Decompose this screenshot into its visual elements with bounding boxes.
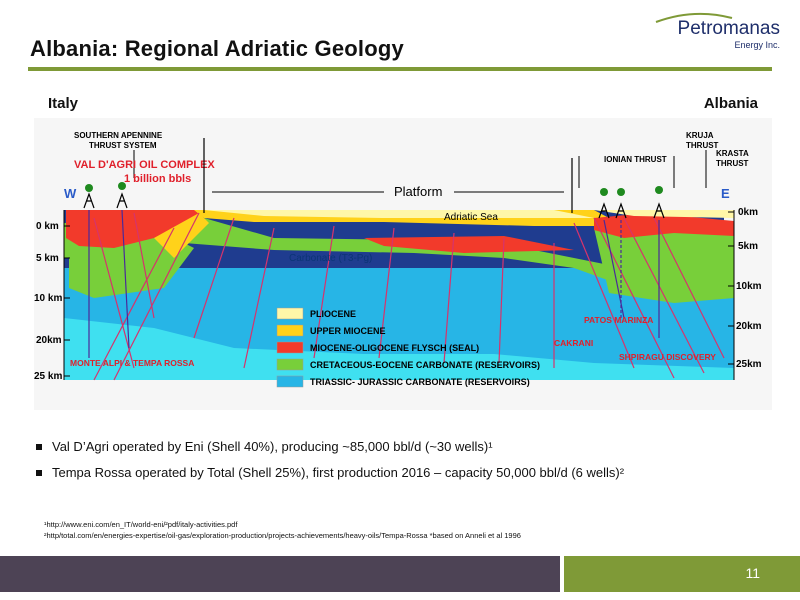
pliocene-right xyxy=(594,210,734,218)
bullet-marker-icon xyxy=(36,444,42,450)
left-depth-axis xyxy=(63,210,70,380)
legend-swatch-triassic xyxy=(276,375,304,388)
field-label-monte-alpi: MONTE ALPI & TEMPA ROSSA xyxy=(70,358,194,368)
legend-swatch-flysch xyxy=(276,341,304,354)
fault-lines xyxy=(93,212,725,381)
field-label-shpiragu: SHPIRAGU DISCOVERY xyxy=(619,352,716,362)
well-icon xyxy=(83,192,95,209)
krasta-label-line2: THRUST xyxy=(716,159,749,168)
adriatic-sea-label: Adriatic Sea xyxy=(444,212,498,223)
logo-subtitle: Energy Inc. xyxy=(734,40,780,50)
title-divider xyxy=(28,67,772,71)
well-traces xyxy=(88,209,660,358)
slide-title: Albania: Regional Adriatic Geology xyxy=(30,36,404,61)
page-number: 11 xyxy=(745,565,760,581)
cretaceous-layer xyxy=(64,218,734,286)
bullet-item: Tempa Rossa operated by Total (Shell 25%… xyxy=(34,464,774,490)
krasta-label-line1: KRASTA xyxy=(716,149,749,158)
depth-right-10: 10km xyxy=(736,281,762,292)
legend-label-upper-miocene: UPPER MIOCENE xyxy=(310,326,386,336)
well-dot xyxy=(655,186,663,194)
bullet-list: Val D’Agri operated by Eni (Shell 40%), … xyxy=(34,438,774,490)
carbonate-label: Carbonate (T3-Pg) xyxy=(289,253,372,264)
legend-label-triassic: TRIASSIC- JURASSIC CARBONATE (RESERVOIRS… xyxy=(310,377,530,387)
legend-swatch-upper-miocene xyxy=(276,324,304,337)
apennine-label-line1: SOUTHERN APENNINE xyxy=(74,131,163,140)
bullet-text: Val D’Agri operated by Eni (Shell 40%), … xyxy=(52,439,493,454)
footer-bar-right: 11 xyxy=(564,556,800,592)
east-label: E xyxy=(721,186,730,201)
ionian-thrust-label: IONIAN THRUST xyxy=(604,155,667,164)
depth-right-0: 0km xyxy=(738,207,758,218)
well-icon xyxy=(653,202,665,219)
well-dot xyxy=(118,182,126,190)
flysch-left xyxy=(66,210,204,248)
well-dot xyxy=(617,188,625,196)
pliocene-platform xyxy=(204,210,594,218)
legend-label-cretaceous: CRETACEOUS-EOCENE CARBONATE (RESERVOIRS) xyxy=(310,360,540,370)
footnote-2: ²http/total.com/en/energies-expertise/oi… xyxy=(44,531,521,540)
legend-swatch-pliocene xyxy=(276,307,304,320)
depth-right-5: 5km xyxy=(738,241,758,252)
footnote-1: ¹http://www.eni.com/en_IT/world-eni/²pdf… xyxy=(44,520,238,529)
field-label-patos: PATOS MARINZA xyxy=(584,315,653,325)
bullet-text: Tempa Rossa operated by Total (Shell 25%… xyxy=(52,465,625,480)
apennine-label-line2: THRUST SYSTEM xyxy=(89,141,157,150)
depth-right-20: 20km xyxy=(736,321,762,332)
geology-cross-section: 0 km 5 km 10 km 20km 25 km 0km 5km 10km … xyxy=(34,118,772,410)
right-depth-axis xyxy=(728,210,735,380)
footnotes: ¹http://www.eni.com/en_IT/world-eni/²pdf… xyxy=(44,519,521,541)
well-icon xyxy=(598,202,610,219)
carbonate-ramp xyxy=(154,213,209,258)
logo-swoosh-icon xyxy=(655,12,733,23)
legend-label-flysch: MIOCENE-OLIGOCENE FLYSCH (SEAL) xyxy=(310,343,479,353)
depth-left-0: 0 km xyxy=(36,221,59,232)
val-dagri-label: VAL D'AGRI OIL COMPLEX xyxy=(74,159,215,171)
company-logo: Petromanas Energy Inc. xyxy=(630,12,780,58)
basement-layer xyxy=(64,318,734,380)
well-icon xyxy=(615,202,627,219)
well-icon xyxy=(116,192,128,209)
field-label-cakrani: CAKRANI xyxy=(554,338,593,348)
legend-swatch-cretaceous xyxy=(276,358,304,371)
well-dot xyxy=(600,188,608,196)
cretaceous-wedge-right xyxy=(594,218,734,303)
depth-left-20: 20km xyxy=(36,335,62,346)
well-icons xyxy=(83,192,665,219)
region-label-italy: Italy xyxy=(48,95,79,112)
bullet-item: Val D’Agri operated by Eni (Shell 40%), … xyxy=(34,438,774,464)
legend: PLIOCENE UPPER MIOCENE MIOCENE-OLIGOCENE… xyxy=(276,307,540,388)
depth-left-5: 5 km xyxy=(36,253,59,264)
flysch-right xyxy=(594,213,734,238)
kruja-label-line1: KRUJA xyxy=(686,131,714,140)
legend-label-pliocene: PLIOCENE xyxy=(310,309,356,319)
depth-right-25: 25km xyxy=(736,359,762,370)
footer-bar-left xyxy=(0,556,560,592)
depth-left-25: 25 km xyxy=(34,371,62,382)
region-label-albania: Albania xyxy=(703,95,758,112)
depth-left-10: 10 km xyxy=(34,293,62,304)
flysch-platform-lens xyxy=(364,236,574,253)
bullet-marker-icon xyxy=(36,470,42,476)
west-label: W xyxy=(64,186,77,201)
well-dot xyxy=(85,184,93,192)
kruja-label-line2: THRUST xyxy=(686,141,719,150)
billion-bbls-label: 1 billion bbls xyxy=(124,173,191,185)
platform-label: Platform xyxy=(394,184,442,199)
logo-name: Petromanas xyxy=(677,18,780,39)
